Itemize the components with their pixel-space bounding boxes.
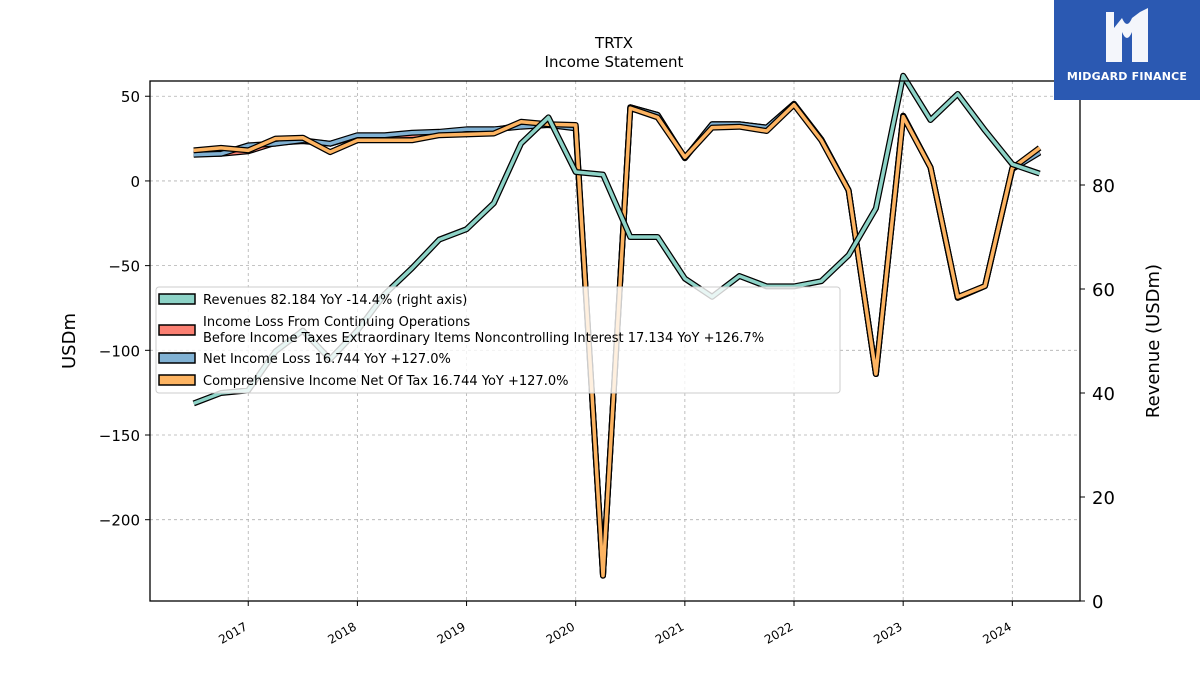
y-tick-label-right: 60 <box>1092 280 1115 301</box>
legend-label-1: Income Loss From Continuing Operations <box>203 315 470 330</box>
legend-swatch-1 <box>158 324 196 336</box>
y-tick-label-left: −150 <box>99 427 140 445</box>
plot-frame <box>149 80 1081 602</box>
y-tick-label-right: 80 <box>1092 176 1115 197</box>
logo-mark-icon <box>1106 8 1148 62</box>
x-tick-label: 2020 <box>544 619 577 646</box>
x-tick-label: 2024 <box>980 619 1013 646</box>
y-axis-label-right: Revenue (USDm) <box>1143 264 1164 418</box>
x-tick-label: 2022 <box>762 619 795 646</box>
brand-logo: MIDGARD FINANCE <box>1054 0 1200 100</box>
x-tick-label: 2021 <box>653 619 686 646</box>
x-tick-label: 2019 <box>435 619 468 646</box>
y-tick-label-right: 0 <box>1092 592 1103 613</box>
legend-swatch-3 <box>158 374 196 386</box>
logo-text: MIDGARD FINANCE <box>1066 70 1188 83</box>
y-tick-label-right: 20 <box>1092 488 1115 509</box>
legend: Revenues 82.184 YoY -14.4% (right axis) I… <box>155 286 841 394</box>
x-tick-label: 2023 <box>871 619 904 646</box>
x-tick-label: 2017 <box>216 619 249 646</box>
y-tick-label-left: 0 <box>130 173 140 191</box>
legend-swatch-2 <box>158 352 196 364</box>
legend-label-0: Revenues 82.184 YoY -14.4% (right axis) <box>203 293 467 308</box>
y-tick-label-left: 50 <box>121 88 140 106</box>
chart-title: TRTX <box>594 34 633 52</box>
chart-subtitle: Income Statement <box>545 53 684 71</box>
legend-label-1: Before Income Taxes Extraordinary Items … <box>203 331 764 346</box>
legend-box <box>155 286 841 394</box>
legend-label-2: Net Income Loss 16.744 YoY +127.0% <box>203 352 451 367</box>
y-axis-label-left: USDm <box>59 313 80 369</box>
y-tick-label-right: 40 <box>1092 384 1115 405</box>
legend-swatch-0 <box>158 293 196 305</box>
y-tick-label-left: −200 <box>99 512 140 530</box>
y-tick-label-left: −50 <box>108 258 140 276</box>
legend-label-3: Comprehensive Income Net Of Tax 16.744 Y… <box>203 374 568 389</box>
y-tick-label-left: −100 <box>99 342 140 360</box>
x-tick-label: 2018 <box>325 619 358 646</box>
